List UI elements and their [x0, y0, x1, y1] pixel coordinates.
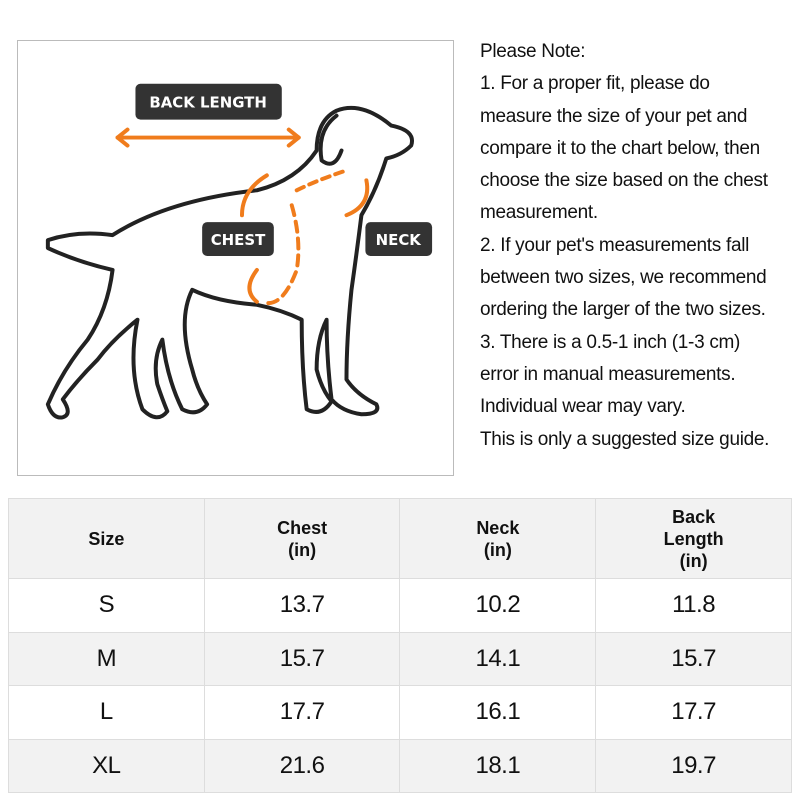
- table-cell: 17.7: [203, 685, 401, 740]
- column-header-text: Size: [88, 528, 125, 549]
- table-cell: 18.1: [399, 738, 597, 793]
- size-chart-table: Size Chest (in) Neck (in) Back Length (in) S 13.…: [8, 498, 792, 793]
- table-cell: 10.2: [399, 578, 597, 633]
- table-row: XL 21.6 18.1 19.7: [8, 738, 792, 793]
- note-line: Individual wear may vary.: [480, 396, 686, 418]
- table-row: S 13.7 10.2 11.8: [8, 578, 792, 633]
- note-line: between two sizes, we recommend: [480, 267, 767, 289]
- column-header-text: (in): [288, 539, 317, 560]
- note-line: Please Note:: [480, 41, 586, 62]
- table-cell: 13.7: [203, 578, 401, 633]
- table-cell: 15.7: [595, 631, 792, 686]
- column-header: Neck (in): [399, 498, 597, 579]
- note-line: error in manual measurements.: [480, 363, 736, 385]
- note-line: This is only a suggested size guide.: [480, 428, 770, 450]
- column-header-text: (in): [483, 539, 512, 560]
- column-header-text: Chest: [277, 517, 328, 538]
- dog-measurement-diagram: BACK LENGTH CHEST NECK: [17, 40, 454, 476]
- chest-label: CHEST: [211, 231, 266, 249]
- column-header: Size: [8, 498, 205, 579]
- column-header-text: Neck: [476, 517, 520, 538]
- column-header-text: Length: [663, 528, 724, 549]
- table-cell: S: [8, 578, 205, 633]
- column-header-text: Back: [672, 506, 716, 527]
- note-line: ordering the larger of the two sizes.: [480, 299, 766, 321]
- table-cell: 21.6: [203, 738, 401, 793]
- table-cell: 11.8: [595, 578, 792, 633]
- table-cell: XL: [8, 738, 205, 793]
- table-cell: 17.7: [595, 685, 792, 740]
- neck-label: NECK: [376, 231, 423, 249]
- table-row: M 15.7 14.1 15.7: [8, 631, 792, 686]
- back-length-label: BACK LENGTH: [149, 94, 266, 112]
- size-note: Please Note: 1. For a proper fit, please …: [480, 36, 800, 456]
- table-cell: 14.1: [399, 631, 597, 686]
- column-header: Back Length (in): [595, 498, 792, 579]
- note-line: compare it to the chart below, then: [480, 137, 760, 159]
- column-header: Chest (in): [203, 498, 401, 579]
- column-header-text: (in): [679, 550, 708, 571]
- table-header-row: Size Chest (in) Neck (in) Back Length (in): [8, 498, 792, 579]
- table-cell: 16.1: [399, 685, 597, 740]
- note-line: 1. For a proper fit, please do: [480, 73, 710, 95]
- table-cell: 19.7: [595, 738, 792, 793]
- note-line: choose the size based on the chest: [480, 170, 768, 192]
- dog-illustration: BACK LENGTH CHEST NECK: [45, 83, 433, 420]
- note-line: 3. There is a 0.5-1 inch (1-3 cm): [480, 331, 741, 353]
- note-line: 2. If your pet's measurements fall: [480, 234, 750, 256]
- note-line: measurement.: [480, 202, 598, 224]
- table-row: L 17.7 16.1 17.7: [8, 685, 792, 740]
- note-line: measure the size of your pet and: [480, 105, 748, 127]
- table-cell: 15.7: [203, 631, 401, 686]
- table-cell: L: [8, 685, 205, 740]
- table-cell: M: [8, 631, 205, 686]
